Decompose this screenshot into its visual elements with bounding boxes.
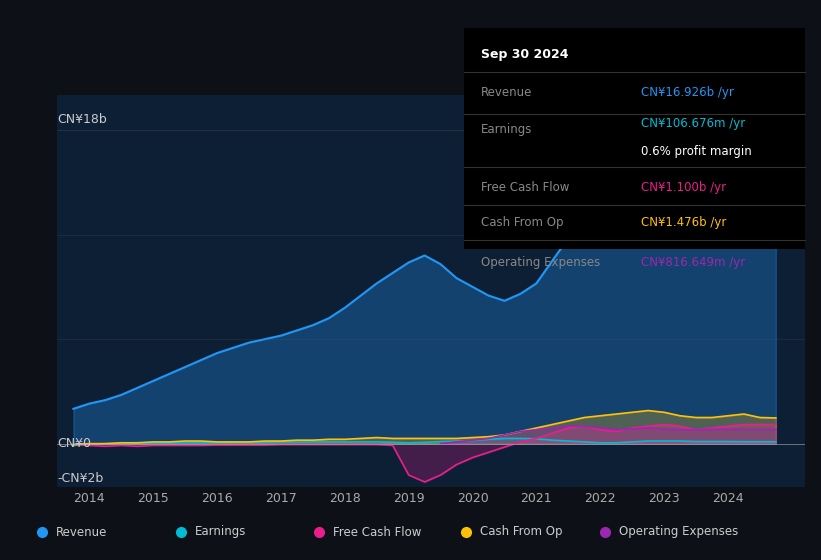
Text: Free Cash Flow: Free Cash Flow <box>481 181 569 194</box>
Text: Sep 30 2024: Sep 30 2024 <box>481 48 568 61</box>
Text: Revenue: Revenue <box>481 86 532 99</box>
Text: Cash From Op: Cash From Op <box>481 216 563 229</box>
Text: Cash From Op: Cash From Op <box>480 525 562 539</box>
Text: Earnings: Earnings <box>195 525 245 539</box>
Text: CN¥1.100b /yr: CN¥1.100b /yr <box>641 181 726 194</box>
Text: 0.6% profit margin: 0.6% profit margin <box>641 146 752 158</box>
Text: -CN¥2b: -CN¥2b <box>57 472 103 485</box>
Text: CN¥18b: CN¥18b <box>57 113 108 126</box>
Text: CN¥0: CN¥0 <box>57 437 91 450</box>
Text: Revenue: Revenue <box>56 525 107 539</box>
Text: Earnings: Earnings <box>481 123 532 136</box>
Text: Operating Expenses: Operating Expenses <box>481 256 600 269</box>
Text: CN¥16.926b /yr: CN¥16.926b /yr <box>641 86 734 99</box>
Text: Free Cash Flow: Free Cash Flow <box>333 525 422 539</box>
Text: CN¥106.676m /yr: CN¥106.676m /yr <box>641 116 745 129</box>
Text: Operating Expenses: Operating Expenses <box>619 525 738 539</box>
Text: CN¥816.649m /yr: CN¥816.649m /yr <box>641 256 745 269</box>
Text: CN¥1.476b /yr: CN¥1.476b /yr <box>641 216 727 229</box>
